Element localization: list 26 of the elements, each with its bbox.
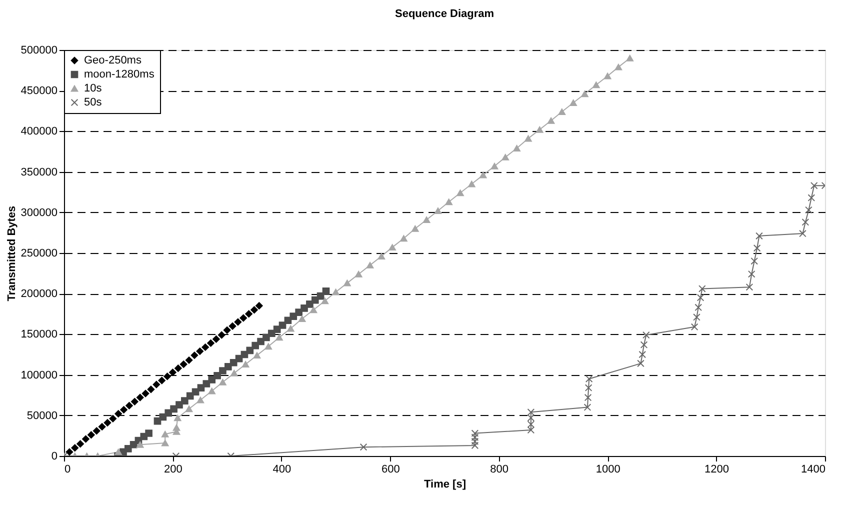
legend-label: 10s xyxy=(84,82,102,94)
legend-label: Geo-250ms xyxy=(84,54,142,66)
x-tick-label: 0 xyxy=(64,464,71,476)
y-tick-label: 250000 xyxy=(20,248,58,260)
chart-title: Sequence Diagram xyxy=(394,8,494,20)
x-tick-label: 200 xyxy=(164,464,182,476)
y-tick-label: 200000 xyxy=(20,288,58,300)
x-tick-label: 1000 xyxy=(596,464,620,476)
y-tick-label: 400000 xyxy=(20,126,58,138)
y-tick-label: 150000 xyxy=(20,328,58,341)
x-tick-label: 1400 xyxy=(801,464,826,476)
y-tick-label: 350000 xyxy=(20,166,58,178)
y-tick-label: 300000 xyxy=(20,206,58,219)
x-tick-label: 400 xyxy=(272,464,292,476)
x-tick-label: 600 xyxy=(381,464,400,476)
legend-label: 50s xyxy=(84,96,102,108)
legend-label: moon-1280ms xyxy=(84,68,155,80)
x-tick-label: 800 xyxy=(490,464,509,476)
x-axis-title: Time [s] xyxy=(424,478,466,490)
y-tick-label: 50000 xyxy=(26,410,58,422)
y-tick-label: 500000 xyxy=(20,44,58,56)
y-axis-title: Transmitted Bytes xyxy=(6,206,18,302)
y-tick-label: 450000 xyxy=(20,85,58,98)
y-tick-label: 100000 xyxy=(20,369,58,382)
y-tick-label: 0 xyxy=(51,450,58,462)
x-tick-label: 1200 xyxy=(704,464,730,476)
